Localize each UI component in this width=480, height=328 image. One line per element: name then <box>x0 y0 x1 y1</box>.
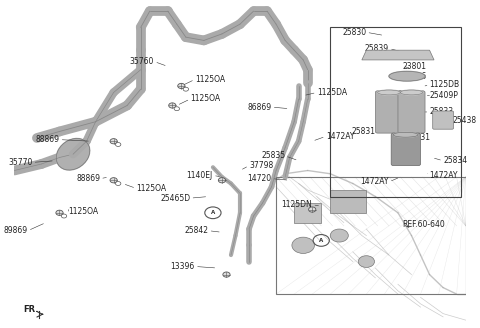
Text: 1472AY: 1472AY <box>430 171 458 180</box>
Text: 26746: 26746 <box>402 72 427 81</box>
Text: REF.60-640: REF.60-640 <box>402 220 445 229</box>
Text: 1125DB: 1125DB <box>430 80 460 89</box>
Circle shape <box>358 256 374 267</box>
Text: 25842: 25842 <box>184 226 208 235</box>
Text: 25833: 25833 <box>430 108 454 116</box>
Polygon shape <box>294 203 321 222</box>
Text: 25831: 25831 <box>407 133 431 142</box>
Text: 1125DA: 1125DA <box>317 88 347 97</box>
Ellipse shape <box>56 138 90 170</box>
Text: 25465D: 25465D <box>160 194 191 203</box>
Text: 1125OA: 1125OA <box>136 184 167 193</box>
Text: 23801: 23801 <box>402 62 426 71</box>
Text: FR.: FR. <box>24 305 39 314</box>
Text: 25830: 25830 <box>342 28 366 37</box>
Circle shape <box>330 229 348 242</box>
Circle shape <box>116 182 121 185</box>
Circle shape <box>309 207 316 212</box>
Circle shape <box>56 210 63 215</box>
Text: A: A <box>319 238 324 243</box>
Text: 1125DN: 1125DN <box>281 200 312 209</box>
Text: 25835: 25835 <box>261 151 285 160</box>
Text: 14720: 14720 <box>248 174 272 183</box>
FancyBboxPatch shape <box>398 91 425 133</box>
Text: 25409P: 25409P <box>430 91 458 100</box>
Circle shape <box>116 143 121 146</box>
Text: 35760: 35760 <box>130 57 154 66</box>
Text: 13396: 13396 <box>170 262 195 271</box>
Polygon shape <box>330 190 366 213</box>
Text: 89869: 89869 <box>4 226 28 235</box>
Text: 1140EJ: 1140EJ <box>187 171 213 180</box>
Text: 25831: 25831 <box>351 127 375 136</box>
Text: 88869: 88869 <box>76 174 100 183</box>
Ellipse shape <box>400 90 423 95</box>
Text: A: A <box>211 210 215 215</box>
Circle shape <box>61 214 67 218</box>
FancyBboxPatch shape <box>432 111 454 129</box>
Circle shape <box>223 272 230 277</box>
FancyBboxPatch shape <box>391 133 420 166</box>
Text: 1125OA: 1125OA <box>191 94 220 103</box>
Text: 1125OA: 1125OA <box>69 207 98 215</box>
Text: 25438: 25438 <box>452 115 476 125</box>
Text: 25839: 25839 <box>365 44 389 53</box>
Circle shape <box>174 107 180 111</box>
Text: 86869: 86869 <box>248 103 272 112</box>
Text: 1472AY: 1472AY <box>326 132 354 141</box>
Ellipse shape <box>389 71 425 81</box>
Text: 25834: 25834 <box>443 156 467 165</box>
Text: 88869: 88869 <box>36 135 60 144</box>
Text: 37798: 37798 <box>249 161 273 170</box>
Polygon shape <box>362 50 434 60</box>
Circle shape <box>110 139 117 144</box>
Circle shape <box>168 103 176 108</box>
Text: 1125OA: 1125OA <box>195 75 225 84</box>
Text: 1472AY: 1472AY <box>360 177 389 186</box>
FancyBboxPatch shape <box>375 91 402 133</box>
Circle shape <box>178 83 185 89</box>
Ellipse shape <box>378 90 400 95</box>
Circle shape <box>183 87 189 91</box>
Ellipse shape <box>393 132 418 137</box>
Circle shape <box>218 178 226 183</box>
Circle shape <box>110 178 117 183</box>
Text: 35770: 35770 <box>8 158 33 167</box>
Circle shape <box>292 237 314 254</box>
